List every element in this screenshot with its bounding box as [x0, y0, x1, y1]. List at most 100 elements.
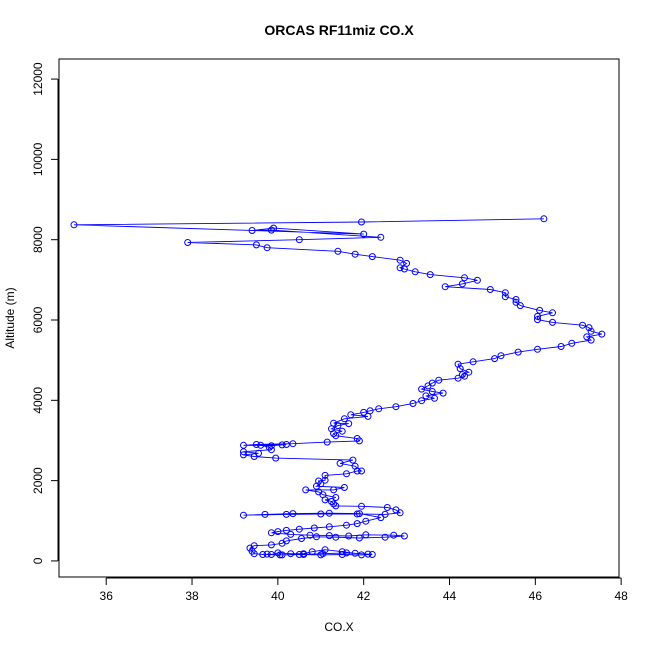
data-point	[598, 330, 606, 338]
data-point	[250, 550, 258, 558]
data-point	[501, 289, 509, 297]
data-point	[306, 531, 314, 539]
data-point	[267, 446, 275, 454]
data-point	[347, 411, 355, 419]
data-point	[390, 531, 398, 539]
chart-title: ORCAS RF11miz CO.X	[264, 22, 414, 38]
data-point	[360, 408, 368, 416]
data-point	[308, 548, 316, 556]
data-point	[278, 441, 286, 449]
data-point	[557, 343, 565, 350]
data-point	[431, 394, 438, 402]
data-point	[257, 441, 265, 449]
data-point	[409, 400, 417, 407]
y-axis-label: Altitude (m)	[3, 287, 17, 348]
data-point	[313, 533, 320, 541]
data-point	[345, 532, 353, 540]
data-point	[353, 520, 361, 528]
data-point	[381, 533, 389, 541]
data-point	[282, 510, 290, 518]
data-point	[274, 549, 282, 557]
data-point	[321, 496, 329, 504]
data-point	[270, 224, 278, 232]
x-tick-label: 36	[100, 589, 114, 603]
data-point	[461, 274, 468, 282]
data-point	[332, 432, 340, 440]
data-point	[295, 525, 303, 533]
data-point	[377, 514, 385, 522]
data-point	[259, 551, 267, 558]
data-point	[568, 339, 576, 347]
data-point	[516, 302, 524, 310]
data-point	[295, 551, 303, 558]
data-point	[514, 348, 522, 356]
data-point	[396, 509, 404, 517]
data-point	[319, 550, 327, 558]
data-point	[70, 221, 78, 229]
data-point	[310, 524, 318, 532]
data-point	[250, 453, 258, 460]
data-point	[351, 549, 359, 557]
y-tick-label: 8000	[31, 226, 45, 253]
data-point	[362, 531, 370, 539]
data-point	[355, 510, 363, 518]
data-point	[534, 316, 541, 324]
data-point	[456, 365, 464, 373]
x-tick-label: 46	[529, 589, 543, 603]
data-point	[368, 253, 376, 261]
data-point	[383, 504, 391, 511]
data-point	[458, 371, 466, 379]
data-point	[534, 312, 541, 320]
data-point	[587, 336, 595, 344]
data-point	[263, 244, 271, 252]
data-point	[465, 368, 473, 376]
data-point	[240, 448, 247, 456]
data-point	[274, 528, 282, 536]
data-point	[325, 509, 333, 517]
data-point	[422, 392, 430, 400]
data-point	[287, 550, 295, 558]
data-point	[428, 388, 436, 395]
data-point	[424, 382, 432, 390]
data-point	[334, 422, 342, 430]
data-point	[512, 298, 520, 306]
data-point	[252, 241, 260, 249]
data-point	[368, 551, 376, 558]
data-point	[240, 511, 247, 519]
data-point	[426, 271, 434, 279]
data-point	[240, 451, 247, 459]
data-point	[248, 227, 256, 234]
data-point	[321, 476, 329, 484]
data-point	[491, 355, 499, 363]
data-point	[317, 510, 325, 518]
data-point	[418, 397, 426, 405]
data-point	[278, 539, 286, 547]
data-point	[355, 437, 363, 445]
x-axis: 36 38 40 42 44 46 48	[100, 577, 628, 603]
data-point	[358, 551, 365, 559]
data-point	[358, 467, 365, 475]
data-point	[267, 551, 275, 558]
data-point	[587, 327, 595, 335]
data-point	[289, 510, 297, 518]
data-point	[278, 551, 286, 559]
data-point	[330, 500, 338, 508]
data-point	[501, 293, 509, 301]
plot-frame	[58, 58, 620, 578]
data-point	[473, 276, 481, 284]
data-point	[302, 486, 310, 494]
data-point	[454, 360, 462, 368]
data-point	[330, 486, 338, 494]
data-point	[400, 265, 408, 273]
data-point	[267, 529, 275, 537]
data-point	[345, 420, 353, 428]
data-point	[325, 523, 333, 531]
data-point	[536, 306, 544, 314]
data-point	[298, 535, 305, 542]
data-point	[351, 250, 359, 258]
data-point	[400, 532, 408, 540]
data-point	[353, 435, 361, 442]
x-tick-label: 44	[443, 589, 457, 603]
data-point	[289, 440, 297, 448]
